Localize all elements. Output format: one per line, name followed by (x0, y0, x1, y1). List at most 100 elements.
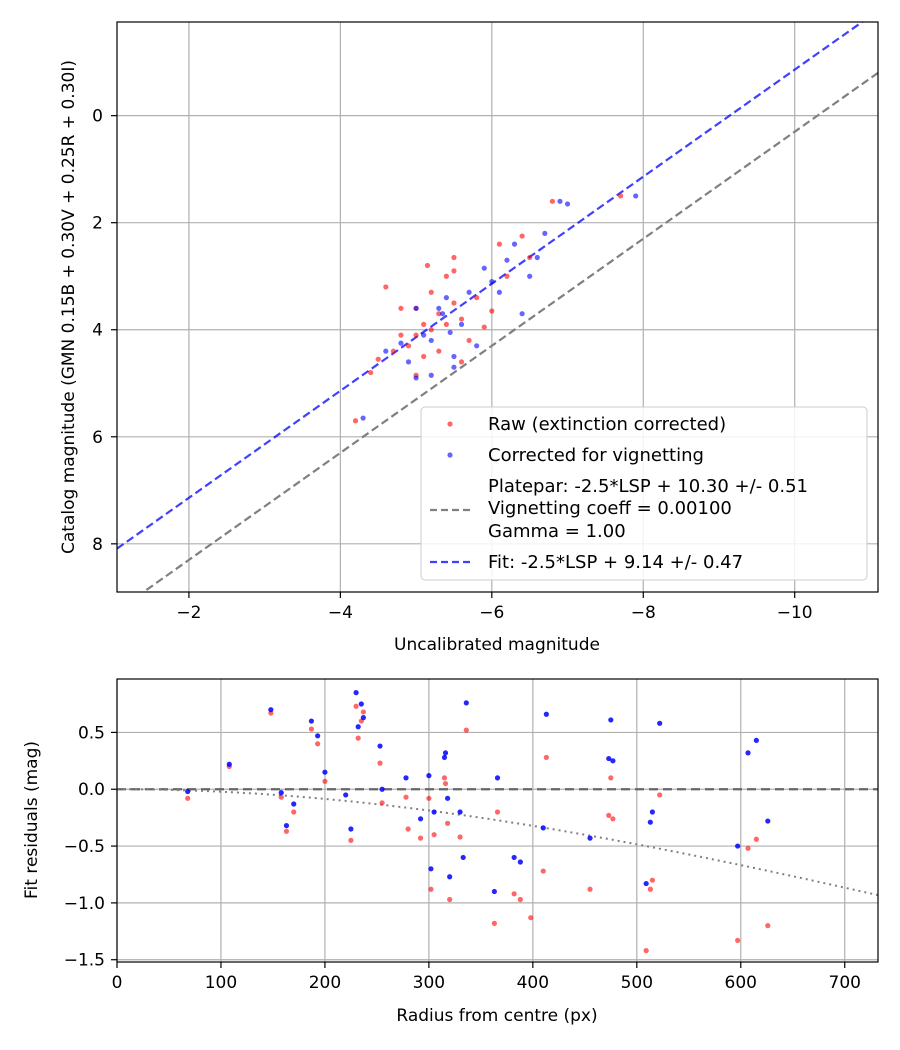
corrected-point (527, 273, 533, 279)
raw-residual-point (610, 816, 616, 822)
raw-point (390, 348, 396, 354)
raw-residual-point (377, 760, 383, 766)
raw-point (451, 254, 457, 261)
corrected-point (542, 230, 548, 237)
corrected-residual-point (343, 792, 349, 798)
corrected-residual-point (753, 737, 759, 743)
corrected-point (428, 337, 434, 344)
top-x-tick-label: −10 (777, 603, 813, 623)
raw-point (458, 359, 465, 365)
top-x-tick-label: −2 (176, 603, 201, 623)
corrected-point (421, 332, 427, 338)
raw-residual-point (608, 775, 614, 781)
raw-point (413, 332, 419, 338)
corrected-residual-point (765, 818, 771, 824)
corrected-residual-point (649, 809, 656, 815)
raw-residual-point (428, 886, 434, 892)
raw-point (375, 356, 381, 362)
corrected-point (489, 278, 495, 285)
corrected-point (436, 305, 442, 311)
top-ticks: −2 −4 −6 −8 −10 0 2 4 6 8 (92, 107, 812, 623)
raw-point (451, 268, 457, 274)
raw-residual-point (405, 826, 411, 832)
legend-fit-label: Fit: -2.5*LSP + 9.14 +/- 0.47 (488, 552, 743, 573)
corrected-residual-point (226, 761, 232, 767)
corrected-residual-point (543, 711, 549, 717)
corrected-residual-point (457, 809, 463, 815)
bottom-x-tick-label: 300 (413, 973, 445, 993)
raw-point (436, 348, 442, 354)
corrected-residual-point (353, 690, 359, 696)
corrected-point (481, 265, 487, 271)
corrected-point (398, 340, 404, 346)
raw-residual-point (463, 727, 469, 733)
corrected-point (360, 415, 366, 421)
raw-point (436, 311, 442, 317)
raw-residual-point (606, 812, 612, 818)
raw-residual-point (403, 794, 409, 800)
bottom-x-tick-label: 100 (205, 973, 237, 993)
corrected-residual-point (431, 809, 437, 815)
raw-point (549, 198, 555, 204)
raw-residual-point (441, 775, 448, 781)
corrected-residual-point (417, 816, 424, 822)
raw-residual-point (379, 800, 385, 806)
corrected-residual-point (460, 854, 466, 861)
corrected-point (458, 321, 465, 327)
legend-box (420, 406, 868, 581)
corrected-residual-point (447, 874, 453, 880)
raw-point (398, 305, 404, 311)
corrected-residual-point (647, 819, 653, 825)
bottom-x-tick-label: 600 (725, 973, 757, 993)
corrected-residual-point (494, 775, 501, 781)
raw-residual-point (278, 794, 284, 800)
bottom-chart: 0 100 200 300 400 500 600 700 −1.5 −1.0 −0.5 0.0 0.5… (22, 678, 879, 1026)
corrected-point (440, 311, 446, 317)
bottom-x-tick-label: 200 (309, 973, 341, 993)
raw-point (421, 353, 427, 360)
raw-residual-point (647, 886, 653, 892)
corrected-point (564, 201, 571, 207)
raw-residual-point (735, 937, 741, 944)
corrected-residual-point (745, 750, 751, 756)
bottom-plot-area (117, 690, 878, 954)
top-y-axis-label: Catalog magnitude (GMN 0.15B + 0.30V + 0… (59, 60, 79, 554)
corrected-residual-point (315, 733, 321, 739)
bottom-y-axis-label: Fit residuals (mag) (22, 741, 42, 899)
bottom-lines (117, 788, 878, 897)
raw-point (519, 233, 525, 239)
raw-residual-point (745, 845, 751, 851)
raw-point (458, 316, 465, 322)
corrected-residual-point (610, 758, 616, 764)
top-y-tick-label: 8 (92, 535, 103, 555)
legend-raw-label: Raw (extinction corrected) (488, 414, 726, 435)
bottom-x-axis-label: Radius from centre (px) (396, 1006, 597, 1026)
corrected-residual-point (540, 825, 546, 831)
raw-point (466, 337, 472, 344)
raw-point (405, 343, 412, 349)
raw-residual-point (543, 754, 549, 761)
bottom-y-tick-label: −0.5 (64, 837, 105, 857)
legend-corrected-label: Corrected for vignetting (488, 445, 704, 466)
corrected-residual-point (463, 700, 469, 706)
legend-raw-marker (447, 421, 453, 427)
top-plot-area (117, 22, 878, 592)
raw-point (428, 289, 434, 295)
corrected-residual-point (657, 720, 663, 726)
corrected-residual-point (308, 718, 315, 724)
raw-residual-point (517, 896, 523, 903)
corrected-point (443, 295, 449, 301)
raw-residual-point (348, 837, 354, 843)
corrected-residual-point (442, 750, 449, 756)
raw-residual-point (426, 795, 432, 801)
raw-residual-point (417, 835, 424, 841)
raw-residual-point (322, 778, 328, 784)
bottom-y-tick-label: 0.5 (78, 723, 105, 743)
raw-residual-point (540, 868, 546, 874)
corrected-residual-point (403, 775, 409, 781)
corrected-residual-point (348, 826, 354, 832)
raw-point (443, 321, 449, 327)
corrected-point (466, 289, 472, 295)
raw-residual-point (444, 820, 451, 826)
